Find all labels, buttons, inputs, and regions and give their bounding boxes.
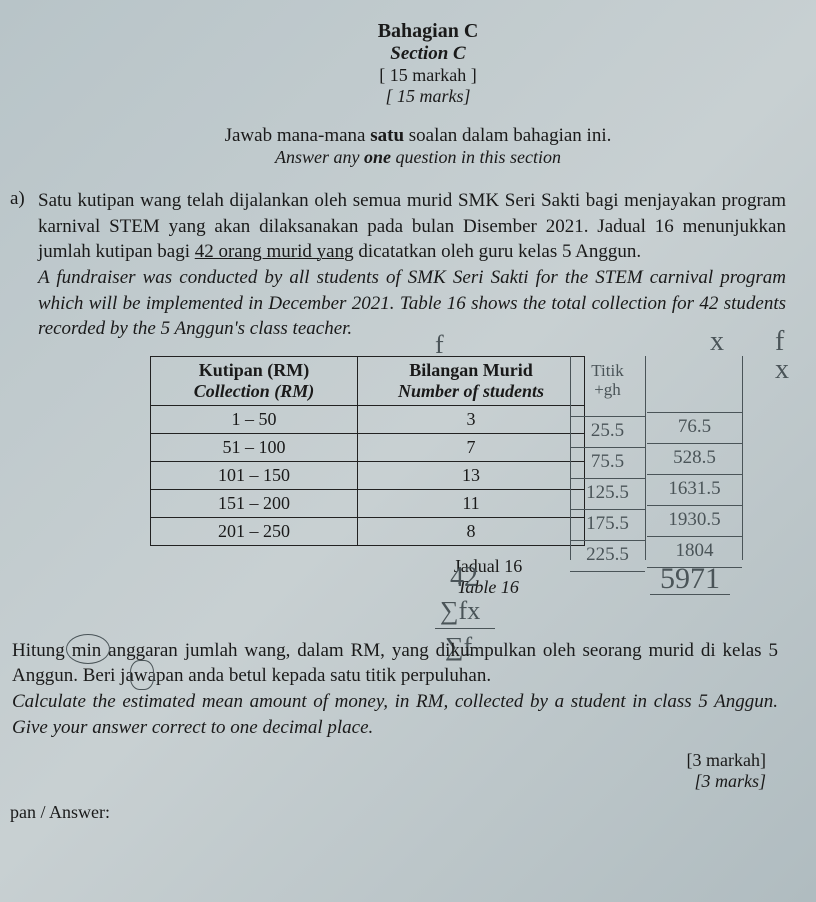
data-table: Kutipan (RM) Collection (RM) Bilangan Mu… — [150, 356, 585, 546]
data-table-wrap: Kutipan (RM) Collection (RM) Bilangan Mu… — [150, 356, 786, 546]
instruction: Jawab mana-mana satu soalan dalam bahagi… — [50, 125, 786, 168]
table-head-students: Bilangan Murid Number of students — [358, 356, 585, 405]
prompt-bm: Hitung min anggaran jumlah wang, dalam R… — [12, 640, 778, 687]
question-number: a) — [10, 188, 25, 210]
table-row: 201 – 2508 — [151, 517, 585, 545]
answer-label: pan / Answer: — [10, 802, 786, 823]
table-row: 51 – 1007 — [151, 433, 585, 461]
question-marks: [3 markah] [3 marks] — [10, 750, 766, 792]
section-title-en: Section C — [70, 43, 786, 65]
question-text: Satu kutipan wang telah dijalankan oleh … — [38, 188, 786, 342]
instruction-bm: Jawab mana-mana satu soalan dalam bahagi… — [50, 125, 786, 147]
table-row: 101 – 15013 — [151, 461, 585, 489]
prompt-en: Calculate the estimated mean amount of m… — [12, 691, 778, 738]
section-title-bm: Bahagian C — [70, 20, 786, 43]
section-marks-bm: [ 15 markah ] — [70, 65, 786, 86]
table-head-collection: Kutipan (RM) Collection (RM) — [151, 356, 358, 405]
question-bm: Satu kutipan wang telah dijalankan oleh … — [38, 190, 786, 262]
section-header: Bahagian C Section C [ 15 markah ] [ 15 … — [70, 20, 786, 107]
calculation-prompt: Hitung min anggaran jumlah wang, dalam R… — [12, 638, 778, 741]
table-row: 151 – 20011 — [151, 489, 585, 517]
hand-col-x: Titik+gh 25.5 75.5 125.5 175.5 225.5 — [570, 356, 645, 572]
instruction-en: Answer any one question in this section — [50, 147, 786, 168]
section-marks-en: [ 15 marks] — [70, 86, 786, 107]
table-row: 1 – 503 — [151, 405, 585, 433]
hand-col-fx: 76.5 528.5 1631.5 1930.5 1804 — [647, 356, 742, 568]
hand-formula-top: ∑fx — [440, 598, 480, 624]
question-en: A fundraiser was conducted by all studen… — [38, 267, 786, 339]
